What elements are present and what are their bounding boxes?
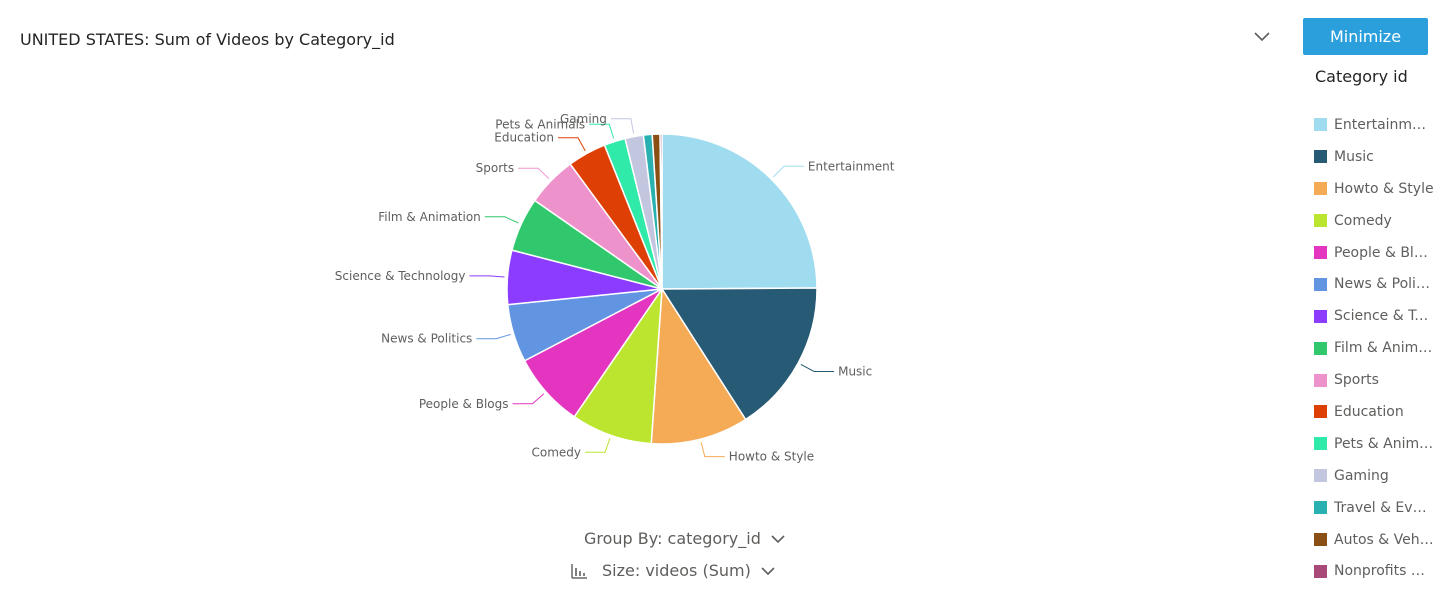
legend-item[interactable]: Travel & Events [1314, 492, 1447, 524]
leader-line [800, 363, 835, 372]
legend-item[interactable]: Sports [1314, 364, 1447, 396]
leader-line [469, 275, 505, 278]
slice-label: People & Blogs [419, 397, 509, 411]
bar-chart-icon [571, 563, 587, 579]
legend-item[interactable]: Science & Technology [1314, 300, 1447, 332]
leader-lines [469, 118, 835, 458]
legend-swatch [1314, 118, 1327, 132]
slice-label: Pets & Animals [495, 117, 585, 131]
pie-slice[interactable] [661, 133, 818, 290]
legend-swatch [1314, 533, 1327, 547]
legend-item[interactable]: Music [1314, 141, 1447, 173]
legend-swatch [1314, 405, 1327, 419]
slice-labels: Entertainment Music Howto & Style Comedy Peo… [335, 112, 895, 464]
slice-label: Comedy [531, 445, 581, 459]
slice-label: News & Politics [381, 332, 472, 346]
legend-swatch [1314, 246, 1327, 259]
pie-slice[interactable] [659, 133, 663, 290]
legend-item[interactable]: Autos & Vehicles [1314, 524, 1447, 556]
leader-line [585, 438, 611, 453]
legend-swatch [1314, 564, 1327, 578]
group-by-dropdown[interactable]: Group By: category_id [584, 529, 786, 548]
legend-title: Category id [1315, 67, 1408, 86]
size-by-dropdown[interactable]: Size: videos (Sum) [570, 561, 776, 580]
legend-swatch [1314, 469, 1327, 483]
legend-item[interactable]: Gaming [1314, 460, 1447, 492]
slice-label: Science & Technology [335, 269, 466, 283]
leader-line [484, 216, 519, 224]
group-by-label: Group By: category_id [584, 529, 761, 548]
pie-slice[interactable] [650, 286, 747, 445]
legend-swatch [1314, 437, 1327, 451]
legend: Entertainment Music Howto & Style Comedy Peo… [1314, 109, 1447, 587]
pie-slices [506, 133, 818, 445]
legend-item[interactable]: Film & Animation [1314, 332, 1447, 364]
slice-label: Entertainment [808, 159, 895, 173]
slice-label: Education [494, 131, 554, 145]
slice-label: Sports [476, 161, 514, 175]
leader-line [700, 441, 725, 458]
legend-item[interactable]: Nonprofits & Activism [1314, 555, 1447, 587]
slice-label: Howto & Style [729, 450, 814, 464]
leader-line [610, 118, 635, 134]
slice-label: Gaming [560, 112, 607, 126]
legend-item[interactable]: Comedy [1314, 205, 1447, 237]
leader-line [476, 333, 511, 340]
chevron-down-icon [761, 566, 775, 575]
leader-line [589, 123, 615, 139]
leader-line [512, 393, 545, 405]
minimize-button[interactable]: Minimize [1303, 18, 1428, 55]
slice-label: Film & Animation [378, 210, 481, 224]
page-title: UNITED STATES: Sum of Videos by Category… [20, 30, 395, 49]
leader-line [558, 137, 586, 152]
legend-swatch [1314, 501, 1327, 515]
legend-item[interactable]: News & Politics [1314, 268, 1447, 300]
legend-item[interactable]: Education [1314, 396, 1447, 428]
size-by-label: Size: videos (Sum) [602, 561, 751, 580]
legend-swatch [1314, 373, 1327, 387]
legend-swatch [1314, 277, 1327, 291]
legend-item[interactable]: People & Blogs [1314, 237, 1447, 269]
chevron-down-icon[interactable] [1251, 27, 1273, 45]
pie-slice[interactable] [660, 287, 818, 421]
legend-swatch [1314, 341, 1327, 355]
legend-swatch [1314, 309, 1327, 323]
legend-swatch [1314, 182, 1327, 196]
legend-swatch [1314, 150, 1327, 164]
leader-line [518, 167, 550, 180]
legend-item[interactable]: Pets & Animals [1314, 428, 1447, 460]
leader-line [773, 165, 804, 178]
slice-label: Music [838, 365, 872, 379]
legend-item[interactable]: Entertainment [1314, 109, 1447, 141]
chevron-down-icon [771, 534, 785, 543]
legend-item[interactable]: Howto & Style [1314, 173, 1447, 205]
legend-swatch [1314, 214, 1327, 228]
